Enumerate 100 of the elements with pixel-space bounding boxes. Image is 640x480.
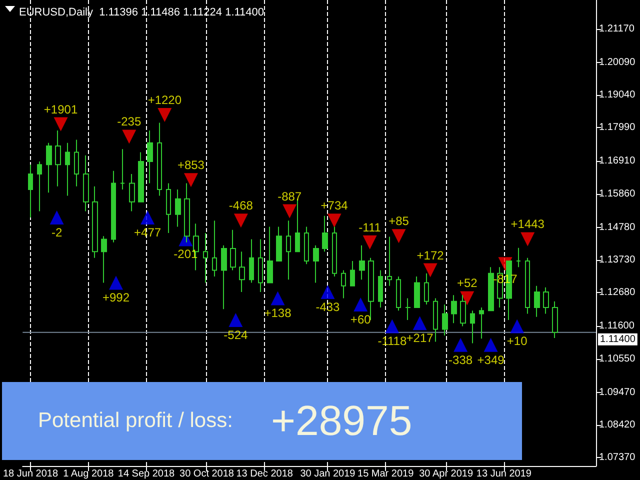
candlestick	[147, 130, 153, 184]
point	[484, 338, 498, 352]
point	[140, 210, 155, 224]
annotation: +1443	[510, 217, 545, 232]
annotation: Potential profit / loss:	[38, 409, 233, 433]
candlestick	[516, 247, 521, 268]
candlestick	[433, 298, 438, 342]
point	[54, 117, 68, 132]
annotation: -338	[448, 352, 473, 367]
candlestick	[396, 276, 401, 312]
point	[270, 291, 285, 306]
candlestick	[28, 164, 33, 218]
x-tick-label: 13 Jun 2019	[476, 468, 532, 480]
candlestick	[359, 244, 365, 280]
x-tick-label: 13 Dec 2018	[236, 468, 294, 480]
annotation: +992	[102, 290, 130, 305]
x-tick-label: 18 Jun 2018	[2, 468, 58, 480]
candlestick	[92, 186, 98, 258]
x-tick-label: 1 Aug 2018	[63, 468, 114, 480]
ref-line-label: 1.11400	[600, 334, 636, 345]
annotation: +52	[456, 276, 478, 290]
y-tick-label: 1.20090	[599, 56, 636, 68]
x-tick-label: 14 Sep 2018	[118, 468, 176, 480]
point	[109, 276, 124, 290]
annotation: +477	[134, 225, 162, 240]
point	[184, 173, 198, 188]
candlestick	[470, 310, 475, 344]
x-tick-label: 30 Apr 2019	[419, 468, 474, 480]
candlestick	[378, 270, 383, 308]
point	[282, 204, 297, 218]
candlestick	[138, 152, 144, 202]
annotation: +1220	[148, 92, 182, 107]
point	[122, 130, 136, 144]
candlestick	[258, 238, 263, 293]
y-tick-label: 1.15860	[599, 188, 636, 200]
candlestick	[221, 244, 227, 310]
point	[520, 232, 535, 246]
annotation: -1118	[378, 334, 407, 348]
info-box: Potential profit / loss: +28975	[2, 382, 522, 460]
point	[50, 210, 64, 224]
candlestick	[442, 304, 448, 336]
candlestick	[451, 294, 457, 324]
annotation: +85	[388, 214, 410, 228]
annotation: -111	[358, 220, 382, 234]
point	[510, 319, 524, 334]
y-tick-label: 1.11600	[599, 320, 635, 332]
candlestick	[101, 236, 107, 284]
candlestick	[332, 226, 337, 277]
candlestick	[129, 173, 135, 212]
annotation: -887	[278, 189, 302, 204]
point	[234, 214, 248, 228]
y-tick-label: 1.13730	[599, 254, 636, 266]
candlestick	[286, 220, 291, 280]
y-tick-label: 1.12680	[599, 287, 636, 298]
annotation: +10	[506, 334, 528, 348]
annotation: -235	[117, 114, 142, 129]
point	[362, 235, 377, 250]
candlestick	[543, 286, 549, 314]
candlestick	[230, 229, 236, 271]
candlestick	[414, 276, 420, 308]
candlestick	[525, 257, 530, 314]
y-tick-label: 1.08420	[599, 419, 636, 430]
candlestick	[313, 244, 319, 284]
candlestick	[65, 142, 70, 196]
x-tick-label: 30 Oct 2018	[180, 468, 234, 480]
candlestick	[552, 300, 558, 339]
annotation: +60	[350, 312, 372, 326]
candlestick	[157, 122, 162, 196]
y-tick-label: 1.10550	[599, 353, 636, 364]
candlestick	[46, 142, 52, 194]
y-tick-label: 1.14780	[599, 222, 636, 233]
candlestick	[184, 182, 190, 243]
candlestick	[479, 307, 484, 340]
annotation: +349	[477, 352, 505, 367]
annotation: +1901	[44, 102, 78, 116]
point	[228, 312, 243, 327]
text: EURUSD,Daily 1.11396 1.11486 1.11224 1.11400	[19, 6, 264, 18]
candlestick	[387, 236, 392, 286]
y-tick-label: 1.21170	[599, 23, 635, 34]
candlestick	[166, 182, 171, 234]
annotation: +734	[320, 198, 348, 213]
candlestick	[460, 294, 466, 327]
candlestick	[424, 272, 429, 305]
point	[392, 229, 406, 244]
y-tick-label: 1.19040	[599, 90, 636, 101]
candlestick	[239, 251, 245, 293]
candlestick	[350, 260, 355, 286]
annotation: +217	[406, 331, 434, 346]
point	[412, 316, 427, 330]
candlestick	[249, 238, 254, 284]
y-tick-label: 1.16910	[599, 156, 636, 167]
point	[327, 214, 342, 228]
candlestick	[120, 148, 125, 190]
annotation: +138	[264, 306, 292, 320]
candlestick	[55, 130, 61, 187]
point	[460, 291, 474, 306]
annotation: -433	[316, 300, 340, 314]
candlestick	[304, 226, 309, 265]
candlestick	[534, 285, 540, 318]
candlestick	[212, 220, 217, 277]
